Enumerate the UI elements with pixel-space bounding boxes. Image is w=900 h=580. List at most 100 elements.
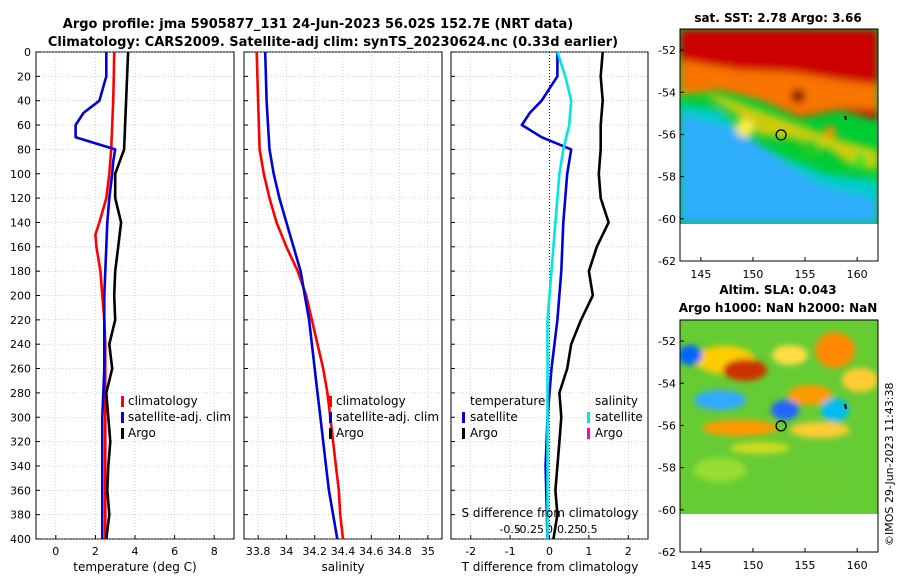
s-difference-axis-label: S difference from climatology <box>462 506 639 520</box>
depth-tick-label: 60 <box>17 119 31 132</box>
figure-title-line1: Argo profile: jma 5905877_131 24-Jun-202… <box>63 17 573 32</box>
depth-tick-label: 100 <box>10 168 31 181</box>
depth-tick-label: 260 <box>10 363 31 376</box>
legend-swatch-temp-argo <box>462 428 465 439</box>
depth-tick-label: 360 <box>10 484 31 497</box>
legend-swatch-argo <box>121 428 124 439</box>
sst-map-title: sat. SST: 2.78 Argo: 3.66 <box>694 11 861 25</box>
series-line-temperature-satellite <box>520 52 573 540</box>
x-tick-label: -2 <box>465 545 476 558</box>
legend-label-satellite: satellite-adj. clim <box>128 410 231 424</box>
sst-map <box>680 29 878 224</box>
legend-swatch-sal-satellite <box>587 412 590 423</box>
depth-tick-label: 200 <box>10 290 31 303</box>
x-tick-label: 8 <box>211 545 218 558</box>
map-x-tick-label: 150 <box>742 559 763 572</box>
sla-map-land-mask <box>681 515 877 551</box>
map-y-tick-label: -54 <box>658 377 676 390</box>
s-diff-tick-label: -0.25 <box>516 523 544 536</box>
series-line-climatology <box>255 51 345 540</box>
map-y-tick-label: -54 <box>658 86 676 99</box>
legend-label-sal-argo: Argo <box>595 426 623 440</box>
sst-float-track <box>844 115 847 121</box>
depth-tick-label: 180 <box>10 265 31 278</box>
sla-map-title-line1: Altim. SLA: 0.043 <box>719 283 836 297</box>
s-diff-tick-label: 0.5 <box>580 523 598 536</box>
series-line-satellite-adj-clim <box>74 52 117 539</box>
t-difference-axis-label: T difference from climatology <box>461 560 639 574</box>
x-tick-label: 1 <box>585 545 592 558</box>
sla-argo-location-marker <box>775 420 787 432</box>
map-x-tick-label: 155 <box>795 268 816 281</box>
legend-swatch-sal-argo <box>587 428 590 439</box>
map-y-tick-label: -52 <box>658 335 676 348</box>
s-diff-tick-label: 0.25 <box>557 523 582 536</box>
legend-swatch-temp-satellite <box>462 412 465 423</box>
x-tick-label: 34.2 <box>302 545 327 558</box>
legend-swatch-satellite <box>121 412 124 423</box>
s-diff-tick-label: -0.5 <box>499 523 520 536</box>
map-y-tick-label: -58 <box>658 171 676 184</box>
series-line-satellite-adj-clim <box>263 51 339 540</box>
depth-tick-label: 400 <box>10 533 31 546</box>
series-line-salinity-satellite <box>546 51 573 539</box>
x-tick-label: 0 <box>546 545 553 558</box>
x-tick-label: 35 <box>421 545 435 558</box>
depth-tick-label: 0 <box>24 46 31 59</box>
depth-tick-label: 280 <box>10 387 31 400</box>
legend-swatch-climatology <box>121 396 124 407</box>
map-x-tick-label: 145 <box>690 268 711 281</box>
x-tick-label: 0 <box>52 545 59 558</box>
x-tick-label: 34.8 <box>387 545 412 558</box>
x-tick-label: 34.4 <box>331 545 356 558</box>
legend-label-climatology: climatology <box>336 394 406 408</box>
depth-tick-label: 140 <box>10 216 31 229</box>
legend-label-satellite: satellite-adj. clim <box>336 410 439 424</box>
temperature-legend: climatology satellite-adj. clim Argo <box>121 394 231 440</box>
legend-swatch-satellite <box>329 412 332 423</box>
legend-heading-temperature: temperature <box>470 394 545 408</box>
depth-tick-label: 300 <box>10 411 31 424</box>
legend-swatch-argo <box>329 428 332 439</box>
sst-argo-location-marker <box>775 129 787 141</box>
map-y-tick-label: -56 <box>658 128 676 141</box>
map-y-tick-label: -62 <box>658 546 676 559</box>
map-y-tick-label: -56 <box>658 419 676 432</box>
x-tick-label: 34.6 <box>359 545 384 558</box>
map-y-tick-label: -58 <box>658 462 676 475</box>
map-x-tick-label: 160 <box>847 268 868 281</box>
series-line-climatology <box>94 51 116 539</box>
s-diff-tick-label: 0 <box>546 523 553 536</box>
x-tick-label: 2 <box>92 545 99 558</box>
map-x-tick-label: 160 <box>847 559 868 572</box>
depth-tick-label: 220 <box>10 314 31 327</box>
salinity-axis-label: salinity <box>321 560 364 574</box>
sla-map-frame <box>679 319 879 553</box>
legend-label-temp-argo: Argo <box>470 426 498 440</box>
map-x-tick-label: 145 <box>690 559 711 572</box>
x-tick-label: -1 <box>505 545 516 558</box>
depth-axis-labels: 0 20 40 60 80 100 120 140 160 180 200 220 240 260 280 3… <box>10 46 31 546</box>
map-x-tick-label: 155 <box>795 559 816 572</box>
series-line-temperature-argo <box>552 51 610 540</box>
legend-heading-salinity: salinity <box>595 394 638 408</box>
depth-tick-label: 80 <box>17 143 31 156</box>
temperature-axis-label: temperature (deg C) <box>73 560 196 574</box>
legend-label-climatology: climatology <box>128 394 198 408</box>
depth-tick-label: 380 <box>10 509 31 522</box>
legend-label-argo: Argo <box>128 426 156 440</box>
x-tick-label: 4 <box>132 545 139 558</box>
depth-tick-label: 20 <box>17 70 31 83</box>
legend-label-sal-satellite: satellite <box>595 410 643 424</box>
sla-map-axes: 145 150 155 160 -52 -54 -56 -58 -60 -62 <box>658 335 868 572</box>
x-tick-label: 2 <box>625 545 632 558</box>
figure-title-line2: Climatology: CARS2009. Satellite-adj cli… <box>48 35 618 50</box>
depth-tick-label: 320 <box>10 436 31 449</box>
legend-label-argo: Argo <box>336 426 364 440</box>
depth-tick-label: 240 <box>10 338 31 351</box>
imos-watermark: ©IMOS 29-Jun-2023 11:43:38 <box>883 382 896 546</box>
x-tick-label: 34 <box>279 545 293 558</box>
depth-tick-label: 40 <box>17 95 31 108</box>
map-y-tick-label: -60 <box>658 504 676 517</box>
